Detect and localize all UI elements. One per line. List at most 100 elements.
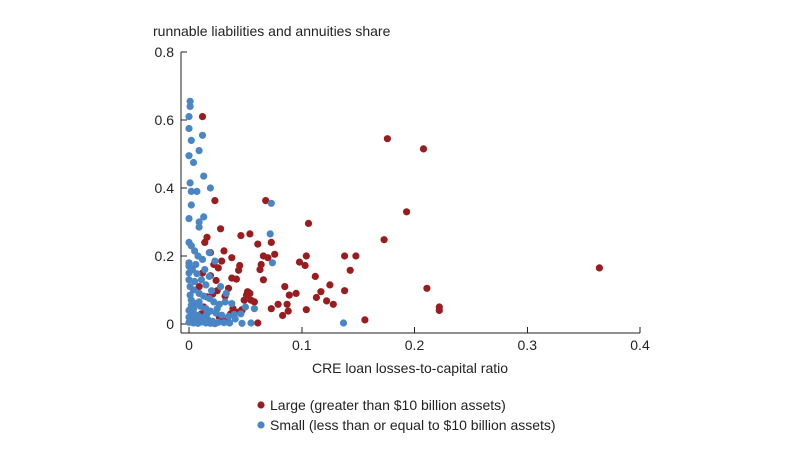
data-point	[201, 238, 209, 246]
x-tick-label: 0.4	[630, 337, 650, 353]
data-point	[201, 266, 209, 274]
data-point	[211, 197, 219, 205]
data-point	[339, 319, 348, 327]
y-axis: 0 0.2 0.4 0.6 0.8	[155, 44, 187, 333]
data-point	[212, 276, 220, 285]
data-point	[191, 247, 199, 255]
data-point	[191, 277, 199, 286]
data-point	[259, 276, 267, 284]
data-point	[205, 272, 213, 280]
data-point	[341, 252, 349, 260]
data-point	[198, 113, 207, 121]
data-point	[187, 242, 195, 250]
series-small	[185, 97, 348, 328]
data-point	[302, 306, 310, 314]
data-point	[189, 305, 198, 313]
data-point	[254, 240, 262, 248]
legend-label: Large (greater than $10 billion assets)	[270, 397, 506, 413]
data-point	[419, 145, 428, 153]
data-point	[326, 281, 334, 289]
data-point	[264, 254, 272, 262]
data-points	[185, 97, 604, 328]
y-tick-label: 0.2	[155, 248, 175, 264]
data-point	[238, 319, 246, 327]
data-point	[186, 97, 194, 105]
data-point	[228, 274, 236, 282]
data-point	[189, 286, 198, 294]
data-point	[220, 319, 228, 327]
data-point	[228, 300, 236, 308]
data-point	[186, 179, 194, 187]
data-point	[217, 225, 225, 233]
x-axis: 0 0.1 0.2 0.3 0.4	[181, 327, 650, 353]
data-point	[346, 266, 354, 274]
data-point	[267, 305, 275, 313]
legend-marker	[257, 421, 265, 429]
data-point	[317, 288, 325, 296]
data-point	[200, 292, 208, 300]
data-point	[244, 288, 252, 296]
data-point	[423, 284, 431, 292]
data-point	[200, 172, 208, 180]
legend-marker	[257, 401, 265, 409]
data-point	[284, 307, 292, 315]
data-point	[211, 257, 219, 265]
y-tick-label: 0.8	[155, 44, 175, 60]
x-tick-label: 0.2	[405, 337, 425, 353]
data-point	[228, 254, 236, 262]
data-point	[198, 131, 207, 139]
data-point	[237, 232, 245, 240]
data-point	[186, 102, 194, 110]
data-point	[301, 261, 309, 270]
data-point	[222, 289, 230, 297]
data-point	[189, 158, 198, 167]
data-point	[197, 276, 205, 284]
data-point	[206, 184, 214, 192]
data-point	[329, 300, 337, 308]
data-point	[187, 187, 195, 195]
data-point	[274, 300, 282, 308]
x-axis-title: CRE loan losses-to-capital ratio	[312, 360, 508, 376]
data-point	[211, 320, 219, 328]
data-point	[195, 283, 203, 291]
data-point	[250, 305, 258, 313]
data-point	[341, 287, 349, 295]
data-point	[292, 289, 300, 297]
data-point	[193, 270, 201, 278]
y-axis-title: runnable liabilities and annuities share	[153, 23, 391, 39]
data-point	[304, 219, 313, 227]
data-point	[403, 208, 411, 216]
data-point	[241, 303, 249, 311]
data-point	[205, 249, 213, 257]
data-point	[262, 197, 270, 205]
data-point	[323, 297, 331, 305]
data-point	[217, 283, 225, 291]
data-point	[187, 201, 195, 209]
data-point	[254, 319, 262, 327]
y-tick-label: 0.6	[155, 112, 175, 128]
data-point	[268, 259, 276, 267]
data-point	[224, 312, 233, 321]
data-point	[237, 310, 245, 318]
data-point	[198, 255, 207, 263]
data-point	[380, 236, 388, 244]
data-point	[281, 283, 289, 291]
data-point	[383, 135, 391, 143]
data-point	[185, 269, 193, 277]
data-point	[267, 238, 275, 246]
data-point	[218, 311, 226, 319]
data-point	[247, 319, 255, 327]
legend: Large (greater than $10 billion assets) S…	[257, 397, 556, 433]
data-point	[195, 298, 203, 306]
data-point	[361, 316, 369, 324]
data-point	[285, 291, 293, 299]
data-point	[256, 266, 264, 274]
x-tick-label: 0.1	[292, 337, 312, 353]
data-point	[302, 252, 310, 260]
data-point	[595, 264, 604, 272]
data-point	[226, 319, 234, 327]
data-point	[221, 298, 229, 306]
data-point	[220, 247, 228, 255]
data-point	[185, 113, 193, 121]
